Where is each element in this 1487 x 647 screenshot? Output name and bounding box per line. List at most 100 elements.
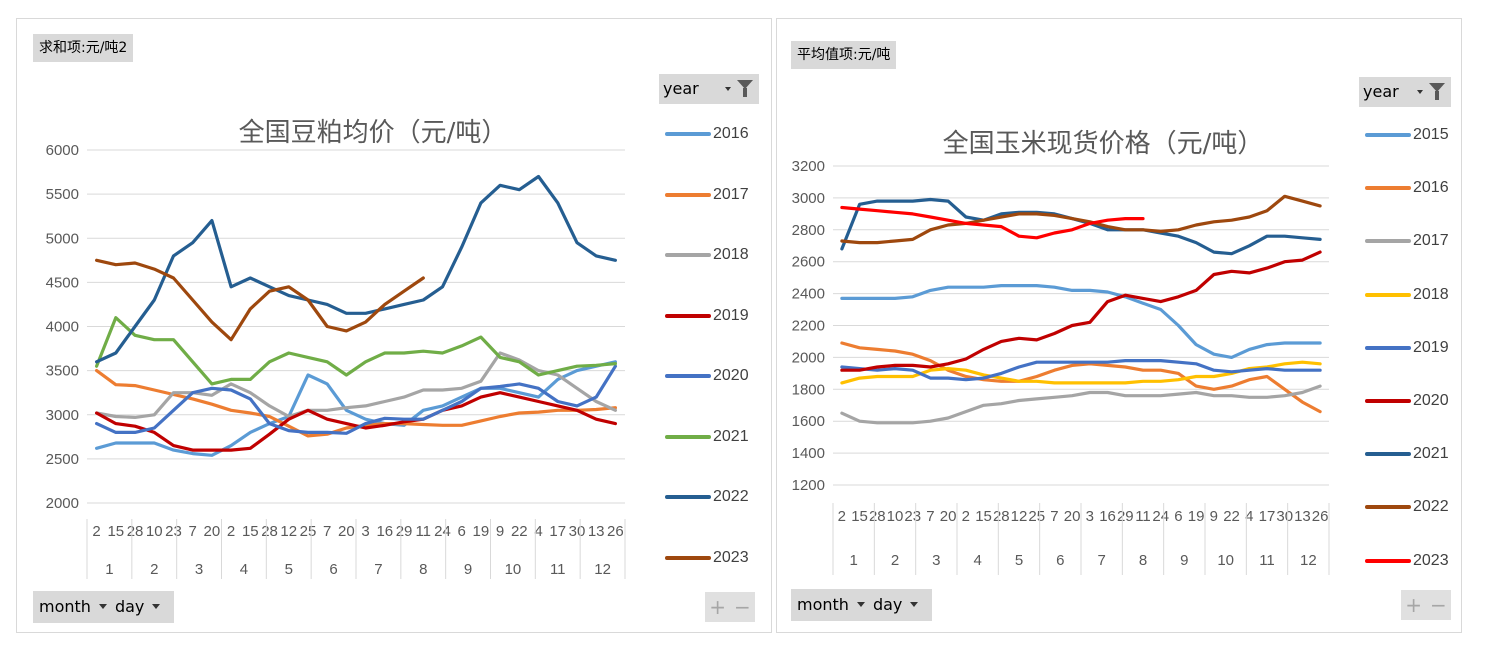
legend-label: 2016 [1413, 179, 1449, 197]
x-day-tick-label: 13 [588, 523, 605, 540]
series-line-2022 [840, 194, 1322, 245]
legend-label: 2023 [1413, 551, 1449, 569]
legend-label: 2022 [713, 488, 749, 505]
x-month-tick-label: 1 [849, 552, 857, 569]
x-day-tick-label: 15 [975, 508, 992, 525]
x-day-tick-label: 3 [1086, 508, 1094, 525]
month-field-label: month [797, 595, 849, 614]
x-day-tick-label: 12 [1011, 508, 1028, 525]
day-field-label: day [114, 597, 145, 616]
x-day-tick-label: 2 [227, 523, 235, 540]
x-day-tick-label: 12 [280, 523, 297, 540]
legend-label: 2022 [1413, 498, 1449, 516]
legend-swatch [665, 495, 711, 499]
x-day-tick-label: 7 [926, 508, 934, 525]
minus-icon[interactable]: − [1430, 593, 1447, 617]
x-month-tick-label: 5 [285, 561, 293, 578]
x-month-tick-label: 8 [1139, 552, 1147, 569]
legend-swatch [1365, 452, 1411, 457]
x-day-tick-label: 7 [1050, 508, 1058, 525]
dropdown-arrow-icon [725, 87, 731, 91]
y-tick-label: 1200 [792, 477, 825, 494]
legend-swatch [665, 434, 711, 439]
x-day-tick-label: 2 [838, 508, 846, 525]
x-day-tick-label: 28 [127, 523, 144, 540]
x-day-tick-label: 16 [376, 523, 393, 540]
left-chart-panel: 求和项:元/吨2 全国豆粕均价（元/吨） 2000 2500 3000 3500 4000… [16, 18, 772, 633]
filter-icon [737, 80, 753, 97]
legend-swatch [665, 132, 711, 136]
month-field-label: month [39, 597, 91, 616]
y-tick-label: 6000 [46, 142, 79, 159]
x-month-tick-label: 7 [1097, 552, 1105, 569]
legend-swatch [1365, 558, 1411, 563]
year-filter-button[interactable]: year [659, 74, 759, 104]
legend-swatch [1365, 186, 1411, 191]
legend-label: 2021 [1413, 445, 1449, 463]
x-day-tick-label: 2 [92, 523, 100, 540]
y-tick-label: 1400 [792, 445, 825, 462]
plus-icon[interactable]: + [709, 595, 726, 619]
x-month-tick-label: 10 [1217, 552, 1234, 569]
x-day-tick-label: 25 [300, 523, 317, 540]
expand-collapse-buttons[interactable]: + − [1401, 590, 1451, 620]
right-chart-panel: 平均值项:元/吨 全国玉米现货价格（元/吨） 1200 1400 1600 1800 20… [776, 18, 1462, 633]
x-day-tick-label: 29 [396, 523, 413, 540]
dropdown-arrow-icon [856, 602, 865, 607]
series-line-2023 [840, 205, 1145, 240]
legend-swatch [665, 374, 711, 378]
x-day-tick-label: 22 [511, 523, 528, 540]
y-tick-label: 3000 [46, 407, 79, 424]
legend-label: 2016 [713, 125, 749, 142]
x-month-tick-label: 9 [1180, 552, 1188, 569]
series-line-2019 [94, 391, 618, 452]
x-month-tick-label: 11 [550, 561, 566, 578]
plus-icon[interactable]: + [1405, 593, 1422, 617]
x-day-tick-label: 28 [261, 523, 278, 540]
legend-label: 2019 [713, 306, 749, 324]
x-day-tick-label: 28 [869, 508, 886, 525]
x-day-tick-label: 13 [1294, 508, 1311, 525]
x-month-tick-label: 12 [1300, 552, 1317, 569]
legend-label: 2017 [713, 185, 749, 203]
x-day-tick-label: 16 [1099, 508, 1116, 525]
legend-swatch [1365, 133, 1411, 137]
minus-icon[interactable]: − [734, 595, 751, 619]
day-field-label: day [872, 595, 903, 614]
x-month-tick-label: 3 [195, 561, 203, 578]
x-day-tick-label: 15 [107, 523, 124, 540]
legend-label: 2015 [1413, 126, 1449, 143]
x-day-tick-label: 23 [904, 508, 921, 525]
x-day-tick-label: 20 [940, 508, 957, 525]
legend-swatch [1365, 505, 1411, 510]
y-tick-label: 5000 [46, 230, 79, 247]
series-line-2023 [94, 258, 425, 342]
chart-title: 全国豆粕均价（元/吨） [239, 118, 508, 148]
x-day-tick-label: 24 [434, 523, 451, 540]
dropdown-arrow-icon [152, 604, 161, 609]
x-month-tick-label: 10 [505, 561, 522, 578]
y-tick-label: 2000 [792, 349, 825, 366]
legend-swatch [1365, 399, 1411, 403]
value-field-button[interactable]: 求和项:元/吨2 [33, 34, 134, 62]
x-day-tick-label: 26 [607, 523, 624, 540]
year-filter-button[interactable]: year [1359, 77, 1451, 107]
dropdown-arrow-icon [910, 602, 919, 607]
legend-swatch [665, 253, 711, 257]
x-month-tick-label: 8 [419, 561, 427, 578]
x-day-tick-label: 7 [323, 523, 331, 540]
y-tick-label: 1800 [792, 381, 825, 398]
legend-label: 2020 [1413, 392, 1449, 409]
line-chart: 全国豆粕均价（元/吨） 2000 2500 3000 3500 4000 4500 5000 5… [46, 118, 626, 579]
x-month-tick-label: 4 [973, 552, 981, 569]
y-tick-label: 5500 [46, 186, 79, 203]
month-field-button[interactable]: month day [33, 591, 175, 623]
expand-collapse-buttons[interactable]: + − [705, 592, 755, 622]
y-tick-label: 3000 [792, 190, 825, 207]
legend-swatch [665, 555, 711, 560]
x-day-tick-label: 10 [887, 508, 904, 525]
x-day-tick-label: 6 [458, 523, 466, 540]
month-field-button[interactable]: month day [791, 589, 933, 621]
value-field-button[interactable]: 平均值项:元/吨 [791, 41, 897, 69]
y-tick-label: 2800 [792, 222, 825, 239]
